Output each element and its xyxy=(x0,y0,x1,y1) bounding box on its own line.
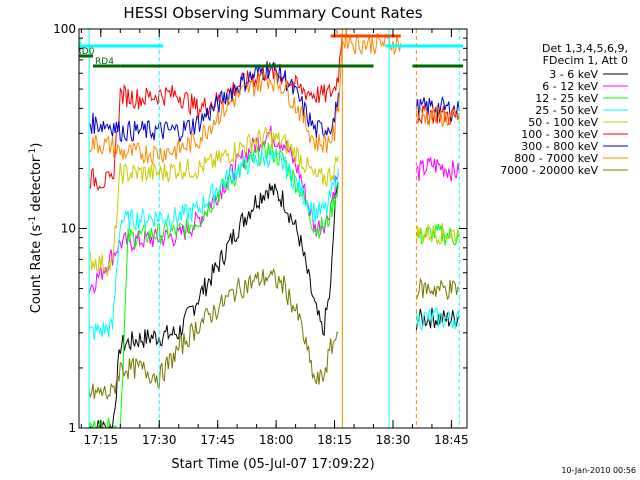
y-axis-label-sup2: -1 xyxy=(28,148,38,157)
series-line-8-0 xyxy=(88,267,339,401)
y-axis-label-end: ) xyxy=(29,143,44,148)
y-axis-label: Count Rate (s-1 detector-1) xyxy=(28,143,44,314)
series-line-6-1 xyxy=(415,95,460,123)
y-tick-label-1: 10 xyxy=(61,222,76,236)
series-4 xyxy=(88,127,460,276)
series-line-1-1 xyxy=(415,157,460,182)
y-tick-label-2: 100 xyxy=(53,22,76,36)
x-tick-label-2: 17:45 xyxy=(200,433,235,447)
series-layer xyxy=(88,29,460,428)
y-axis-label-main: Count Rate (s xyxy=(29,225,44,314)
x-tick-label-6: 18:45 xyxy=(434,433,469,447)
series-1 xyxy=(88,125,460,295)
series-8 xyxy=(88,267,460,401)
flag-label-2: N xyxy=(76,37,83,47)
x-axis-label: Start Time (05-Jul-07 17:09:22) xyxy=(171,457,374,472)
legend-label-6: 300 - 800 keV xyxy=(521,140,598,153)
series-7 xyxy=(88,29,460,166)
footer-date: 10-Jan-2010 00:56 xyxy=(561,466,636,475)
x-tick-label-3: 18:00 xyxy=(259,433,294,447)
series-line-3-1 xyxy=(415,307,460,331)
x-tick-label-5: 18:30 xyxy=(376,433,411,447)
x-tick-label-4: 18:15 xyxy=(317,433,352,447)
axis-ticks: 17:15 17:30 17:45 18:00 18:15 18:30 18:45 1 10 10… xyxy=(53,22,469,447)
legend-label-8: 7000 - 20000 keV xyxy=(500,164,598,177)
series-6 xyxy=(88,61,460,143)
chart-title: HESSI Observing Summary Count Rates xyxy=(123,4,422,22)
y-axis-label-sup1: -1 xyxy=(28,216,38,225)
flag-label-0: RD0 xyxy=(76,47,95,57)
legend-header-line-1: Det 1,3,4,5,6,9, xyxy=(542,42,628,55)
legend-label-7: 800 - 7000 keV xyxy=(514,152,598,165)
series-line-8-1 xyxy=(415,277,460,301)
y-tick-label-0: 1 xyxy=(68,421,76,435)
legend-label-5: 100 - 300 keV xyxy=(521,128,598,141)
legend-label-4: 50 - 100 keV xyxy=(528,116,598,129)
flag-label-1: RD4 xyxy=(95,57,114,67)
x-tick-label-0: 17:15 xyxy=(84,433,119,447)
series-line-1-0 xyxy=(88,125,339,295)
legend-header-line-2: FDecim 1, Att 0 xyxy=(543,54,628,67)
series-line-4-0 xyxy=(88,127,339,276)
series-line-2-0 xyxy=(88,140,339,428)
series-line-5-1 xyxy=(416,103,460,126)
legend-label-1: 6 - 12 keV xyxy=(542,80,598,93)
series-line-7-1 xyxy=(415,104,460,128)
legend-label-0: 3 - 6 keV xyxy=(549,68,598,81)
series-line-7-0 xyxy=(88,29,402,166)
legend-label-3: 25 - 50 keV xyxy=(535,104,598,117)
series-line-3-0 xyxy=(88,149,339,340)
series-line-6-0 xyxy=(88,61,339,143)
series-line-0-0 xyxy=(88,182,339,428)
legend: Det 1,3,4,5,6,9, FDecim 1, Att 0 3 - 6 k… xyxy=(500,42,628,177)
y-axis-label-mid: detector xyxy=(29,156,44,216)
x-tick-label-1: 17:30 xyxy=(142,433,177,447)
series-3 xyxy=(88,149,460,340)
series-line-4-1 xyxy=(415,223,460,245)
legend-label-2: 12 - 25 keV xyxy=(535,92,598,105)
flag-label-3: S xyxy=(333,27,339,37)
